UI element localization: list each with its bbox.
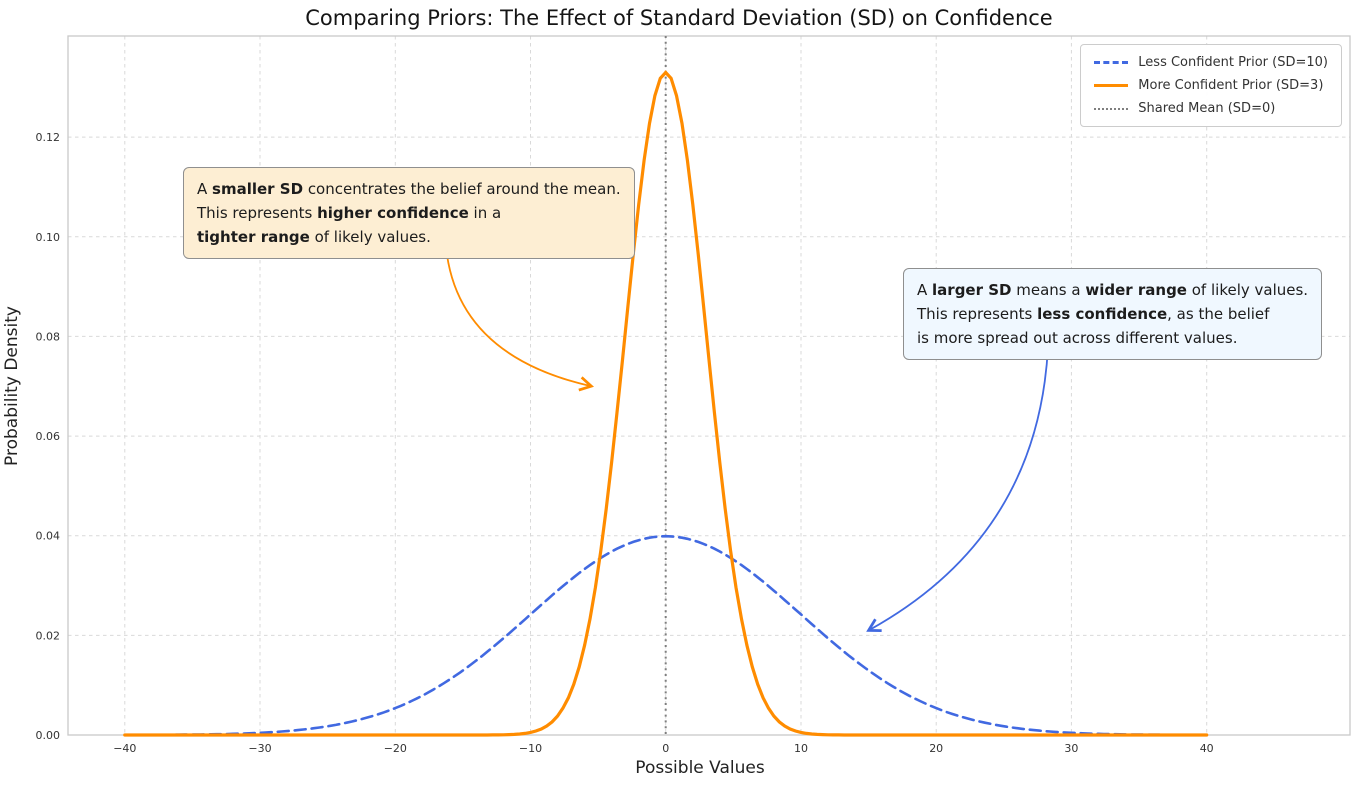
svg-text:40: 40 <box>1200 742 1214 755</box>
annotation-smaller-sd: A smaller SD concentrates the belief aro… <box>183 167 635 259</box>
svg-text:0.08: 0.08 <box>36 330 61 343</box>
svg-text:0.00: 0.00 <box>36 729 61 742</box>
svg-text:10: 10 <box>794 742 808 755</box>
svg-text:0.04: 0.04 <box>36 530 61 543</box>
plot-frame <box>67 35 1351 736</box>
legend-line-solid-orange-icon <box>1094 84 1129 87</box>
y-axis-label: Probability Density <box>2 306 22 466</box>
svg-text:−40: −40 <box>113 742 136 755</box>
legend-label-sd10: Less Confident Prior (SD=10) <box>1138 55 1328 70</box>
legend-item-mean: Shared Mean (SD=0) <box>1094 101 1328 116</box>
y-tick-labels: 0.00 0.02 0.04 0.06 0.08 0.10 0.12 <box>36 131 61 742</box>
x-axis-label: Possible Values <box>635 758 765 778</box>
svg-text:−20: −20 <box>384 742 407 755</box>
svg-text:0.06: 0.06 <box>36 430 61 443</box>
legend-item-sd10: Less Confident Prior (SD=10) <box>1094 55 1328 70</box>
svg-text:0.02: 0.02 <box>36 629 61 642</box>
svg-text:−10: −10 <box>519 742 542 755</box>
legend-label-mean: Shared Mean (SD=0) <box>1138 101 1276 116</box>
legend-line-dotted-gray-icon <box>1094 107 1129 110</box>
svg-text:20: 20 <box>929 742 943 755</box>
series-line-1 <box>123 70 1209 737</box>
plot-contents: −40 −30 −20 −10 0 10 20 30 400.000.020.040.060.0… <box>36 35 1351 755</box>
svg-text:−30: −30 <box>248 742 271 755</box>
legend: Less Confident Prior (SD=10) More Confid… <box>1080 44 1342 127</box>
annotation-arrow-1 <box>866 346 1049 632</box>
annotation-larger-sd: A larger SD means a wider range of likel… <box>903 268 1323 360</box>
legend-item-sd3: More Confident Prior (SD=3) <box>1094 78 1328 93</box>
svg-text:30: 30 <box>1064 742 1078 755</box>
series-line-0 <box>123 534 1208 737</box>
legend-label-sd3: More Confident Prior (SD=3) <box>1138 78 1324 93</box>
svg-text:0.12: 0.12 <box>36 131 61 144</box>
legend-line-dashed-blue-icon <box>1094 61 1129 64</box>
chart-title: Comparing Priors: The Effect of Standard… <box>305 6 1053 30</box>
annotation-arrow-0 <box>446 254 595 392</box>
grid <box>68 36 1350 736</box>
svg-text:0: 0 <box>662 742 669 755</box>
svg-text:0.10: 0.10 <box>36 231 61 244</box>
x-tick-labels: −40 −30 −20 −10 0 10 20 30 40 <box>113 742 1214 755</box>
